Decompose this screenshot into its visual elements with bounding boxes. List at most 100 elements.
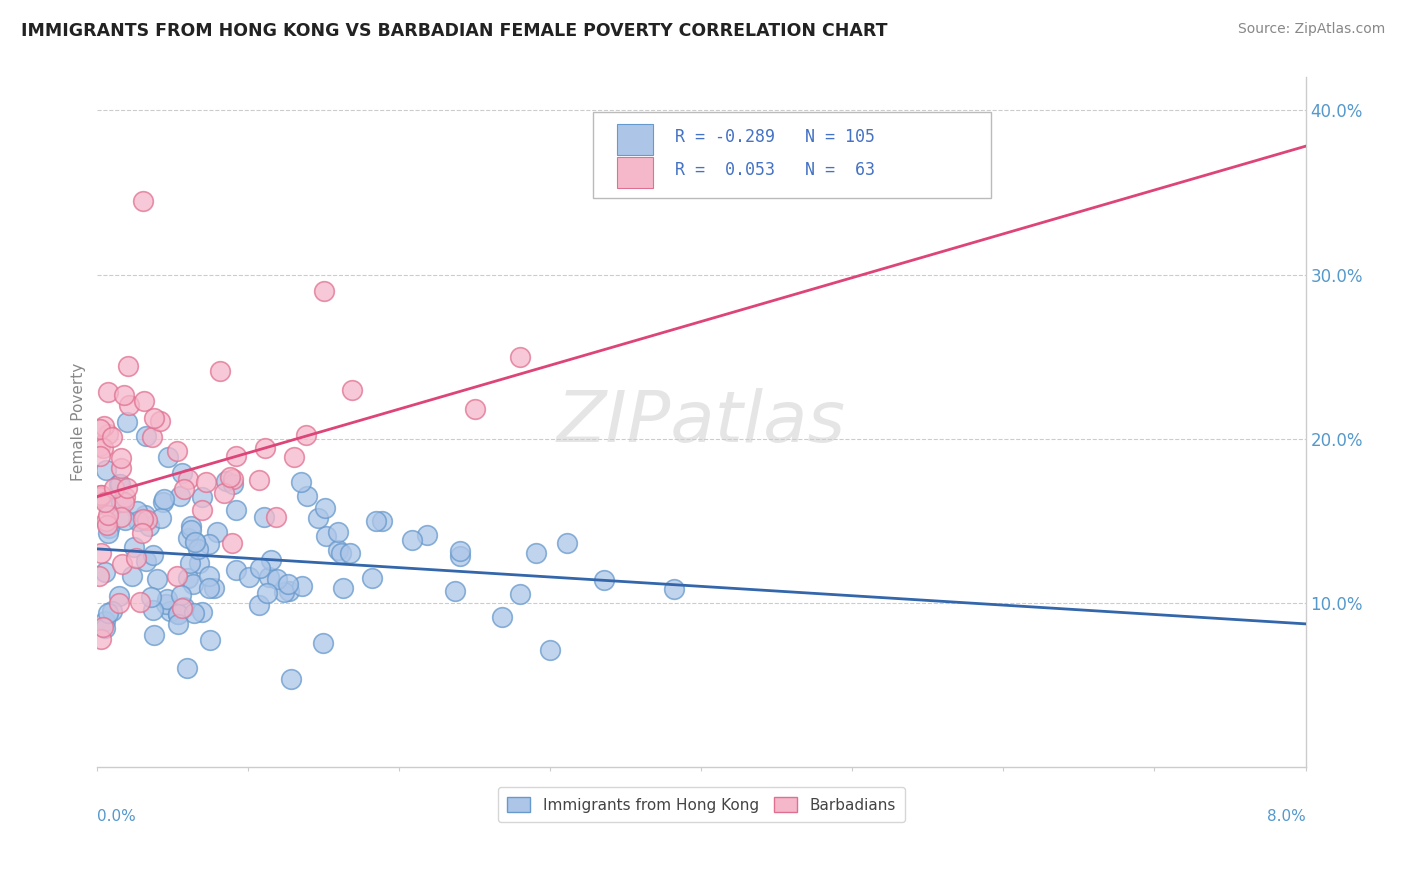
Point (173, 600, 195, 615)
Point (169, 490, 191, 504)
Point (159, 604, 181, 618)
Point (124, 551, 146, 566)
Point (108, 476, 131, 491)
Point (247, 598, 270, 612)
Point (94, 463, 117, 477)
Point (167, 617, 190, 632)
Point (295, 428, 318, 442)
Point (110, 510, 132, 524)
Point (135, 554, 157, 568)
Text: IMMIGRANTS FROM HONG KONG VS BARBADIAN FEMALE POVERTY CORRELATION CHART: IMMIGRANTS FROM HONG KONG VS BARBADIAN F… (21, 22, 887, 40)
Point (97, 384, 120, 399)
Point (91, 620, 114, 634)
Point (215, 474, 238, 488)
Point (173, 482, 195, 496)
Point (266, 572, 288, 586)
Point (94, 515, 117, 529)
Point (280, 673, 302, 687)
Point (94, 566, 117, 580)
Point (108, 589, 131, 603)
Point (247, 473, 270, 487)
Point (141, 430, 163, 444)
Text: R = -0.289   N = 105: R = -0.289 N = 105 (675, 128, 875, 146)
Point (329, 546, 352, 560)
Point (555, 536, 578, 550)
Point (129, 595, 152, 609)
Point (177, 571, 200, 585)
Point (87, 569, 110, 583)
Point (416, 528, 439, 542)
Point (449, 549, 471, 564)
Point (191, 503, 214, 517)
Point (209, 364, 232, 378)
Point (278, 584, 301, 599)
Point (153, 492, 176, 507)
Point (143, 628, 166, 642)
Point (221, 536, 243, 550)
Point (90, 546, 112, 560)
Point (166, 569, 188, 583)
Point (191, 490, 214, 504)
Point (291, 579, 314, 593)
Point (257, 570, 280, 584)
Point (401, 533, 423, 547)
Point (112, 388, 135, 402)
Point (110, 461, 132, 475)
Point (117, 415, 139, 429)
Point (134, 394, 156, 409)
Point (509, 350, 531, 364)
Point (538, 642, 561, 657)
Point (101, 603, 124, 617)
Y-axis label: Female Poverty: Female Poverty (72, 363, 86, 482)
Point (166, 444, 188, 458)
Point (464, 402, 486, 417)
Point (207, 524, 229, 539)
Point (449, 544, 471, 558)
Point (111, 557, 134, 571)
Point (260, 552, 283, 566)
Point (89, 490, 111, 504)
Point (114, 513, 136, 527)
Point (524, 546, 547, 560)
Point (283, 450, 305, 464)
Point (314, 500, 336, 515)
Point (364, 515, 387, 529)
Point (125, 504, 148, 518)
Point (198, 632, 221, 647)
Point (97, 607, 120, 621)
Point (219, 470, 242, 484)
Point (98, 500, 121, 515)
Point (266, 510, 288, 524)
Point (97, 525, 120, 540)
Point (94, 614, 117, 628)
Point (277, 577, 299, 591)
Point (225, 449, 247, 463)
Point (135, 513, 157, 527)
Point (117, 359, 139, 373)
Point (340, 383, 363, 397)
Point (202, 581, 225, 595)
Point (143, 410, 166, 425)
Point (155, 597, 177, 611)
Point (176, 661, 198, 675)
Point (662, 582, 685, 597)
Point (307, 511, 329, 525)
FancyBboxPatch shape (617, 124, 654, 154)
Point (89, 449, 111, 463)
Point (97, 427, 120, 442)
Point (149, 413, 172, 427)
Point (198, 569, 221, 583)
Point (184, 534, 207, 549)
Point (253, 509, 276, 524)
Point (142, 603, 165, 617)
Point (115, 482, 138, 496)
Point (177, 472, 200, 486)
Point (179, 556, 201, 570)
Point (134, 508, 156, 522)
Point (97, 508, 120, 523)
Point (131, 194, 153, 208)
Point (295, 489, 318, 503)
Point (339, 546, 361, 560)
Point (89, 421, 111, 435)
Point (326, 542, 349, 557)
